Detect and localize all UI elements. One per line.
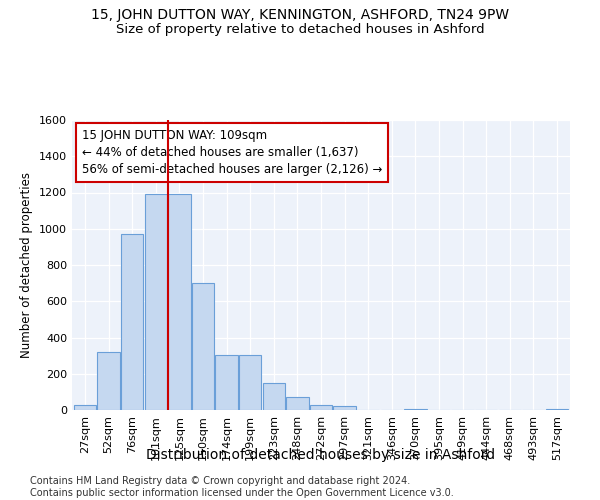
Bar: [263, 383, 285, 410]
Bar: [334, 406, 356, 410]
Bar: [121, 234, 143, 410]
Bar: [215, 354, 238, 410]
Bar: [239, 354, 262, 410]
Bar: [74, 404, 96, 410]
Bar: [546, 409, 568, 410]
Bar: [404, 409, 427, 410]
Bar: [145, 194, 167, 410]
Text: 15 JOHN DUTTON WAY: 109sqm
← 44% of detached houses are smaller (1,637)
56% of s: 15 JOHN DUTTON WAY: 109sqm ← 44% of deta…: [82, 128, 382, 176]
Bar: [97, 352, 120, 410]
Text: Size of property relative to detached houses in Ashford: Size of property relative to detached ho…: [116, 22, 484, 36]
Bar: [192, 283, 214, 410]
Bar: [168, 194, 191, 410]
Text: 15, JOHN DUTTON WAY, KENNINGTON, ASHFORD, TN24 9PW: 15, JOHN DUTTON WAY, KENNINGTON, ASHFORD…: [91, 8, 509, 22]
Bar: [310, 404, 332, 410]
Text: Contains HM Land Registry data © Crown copyright and database right 2024.
Contai: Contains HM Land Registry data © Crown c…: [30, 476, 454, 498]
Y-axis label: Number of detached properties: Number of detached properties: [20, 172, 34, 358]
Text: Distribution of detached houses by size in Ashford: Distribution of detached houses by size …: [146, 448, 496, 462]
Bar: [286, 398, 308, 410]
